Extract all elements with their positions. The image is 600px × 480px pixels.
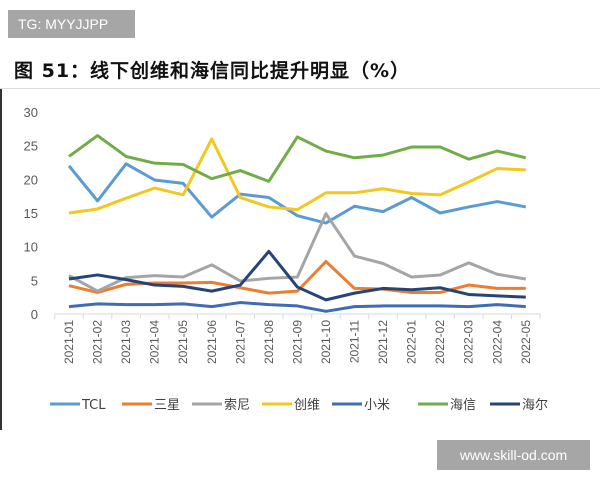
x-tick-label: 2021-06 (205, 320, 219, 364)
x-tick-label: 2021-12 (376, 320, 390, 364)
x-tick-label: 2022-04 (490, 320, 504, 364)
series-line-创维 (68, 137, 526, 215)
legend-label: TCL (81, 398, 106, 413)
legend-label: 海尔 (522, 398, 548, 413)
x-tick-label: 2021-05 (176, 320, 190, 364)
legend-label: 创维 (294, 398, 320, 413)
y-tick-label: 5 (31, 273, 38, 288)
y-tick-label: 25 (24, 139, 38, 154)
x-tick-label: 2021-10 (319, 320, 333, 364)
series-line-索尼 (68, 212, 527, 293)
chart-title: 图 51：线下创维和海信同比提升明显（%） (14, 60, 411, 82)
series-line-小米 (68, 301, 526, 313)
series-line-海信 (68, 134, 527, 183)
y-tick-label: 20 (24, 172, 38, 187)
x-tick-label: 2021-11 (348, 320, 362, 363)
x-tick-label: 2022-02 (433, 320, 447, 364)
x-tick-label: 2021-03 (119, 320, 133, 364)
x-tick-label: 2021-04 (148, 320, 162, 364)
y-tick-label: 10 (24, 240, 38, 255)
x-tick-label: 2021-01 (62, 320, 76, 364)
legend-label: 索尼 (224, 398, 250, 413)
line-chart: 0 5 10 15 20 25 30 2021-01 2021-02 2021-03 2021-04… (24, 105, 548, 413)
legend-label: 小米 (364, 398, 390, 413)
x-tick-label: 2021-02 (91, 320, 105, 364)
y-tick-label: 15 (24, 206, 38, 221)
x-tick-label: 2022-05 (519, 320, 533, 364)
y-tick-label: 0 (31, 307, 38, 322)
y-tick-label: 30 (24, 105, 38, 120)
chart-frame-border (0, 89, 2, 430)
title-divider (0, 88, 600, 89)
x-tick-label: 2021-07 (233, 320, 247, 364)
site-watermark: www.skill-od.com (437, 440, 590, 470)
tg-badge: TG: MYYJJPP (8, 10, 135, 38)
x-tick-label: 2022-01 (405, 320, 419, 364)
x-tick-label: 2021-08 (262, 320, 276, 364)
x-tick-label: 2021-09 (290, 320, 304, 364)
legend-label: 三星 (154, 398, 180, 413)
x-tick-label: 2022-03 (462, 320, 476, 364)
legend-label: 海信 (450, 398, 476, 413)
